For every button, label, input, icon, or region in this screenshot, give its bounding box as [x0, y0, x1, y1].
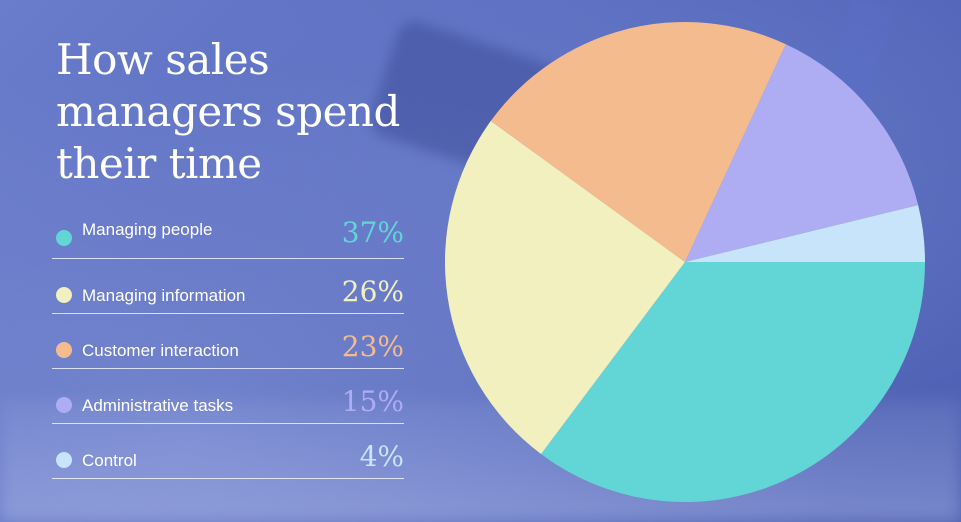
- legend-value: 15%: [341, 385, 404, 418]
- legend-value: 26%: [341, 275, 404, 308]
- legend-value: 37%: [341, 216, 404, 249]
- legend-item: Administrative tasks 15%: [52, 369, 404, 424]
- legend-item: Managing information 26%: [52, 259, 404, 314]
- legend-dot: [56, 287, 72, 303]
- legend-label: Managing people: [82, 220, 213, 239]
- legend-dot: [56, 397, 72, 413]
- pie-slice: [490, 21, 786, 262]
- legend: Managing people 37% Managing information 26…: [52, 204, 404, 479]
- legend-dot: [56, 342, 72, 358]
- pie-slice: [685, 205, 925, 262]
- pie-slice: [445, 120, 685, 455]
- legend-value: 23%: [341, 330, 404, 363]
- legend-label: Control: [82, 451, 137, 470]
- legend-item: Managing people 37%: [52, 204, 404, 259]
- legend-dot: [56, 230, 72, 246]
- pie-slice: [541, 262, 925, 503]
- legend-item: Control 4%: [52, 424, 404, 479]
- chart-title: How sales managers spend their time: [56, 35, 400, 188]
- legend-dot: [56, 452, 72, 468]
- pie-slice: [685, 44, 919, 262]
- legend-label: Managing information: [82, 286, 246, 305]
- legend-label: Customer interaction: [82, 341, 239, 360]
- legend-item: Customer interaction 23%: [52, 314, 404, 369]
- legend-value: 4%: [359, 440, 404, 473]
- legend-label: Administrative tasks: [82, 396, 234, 415]
